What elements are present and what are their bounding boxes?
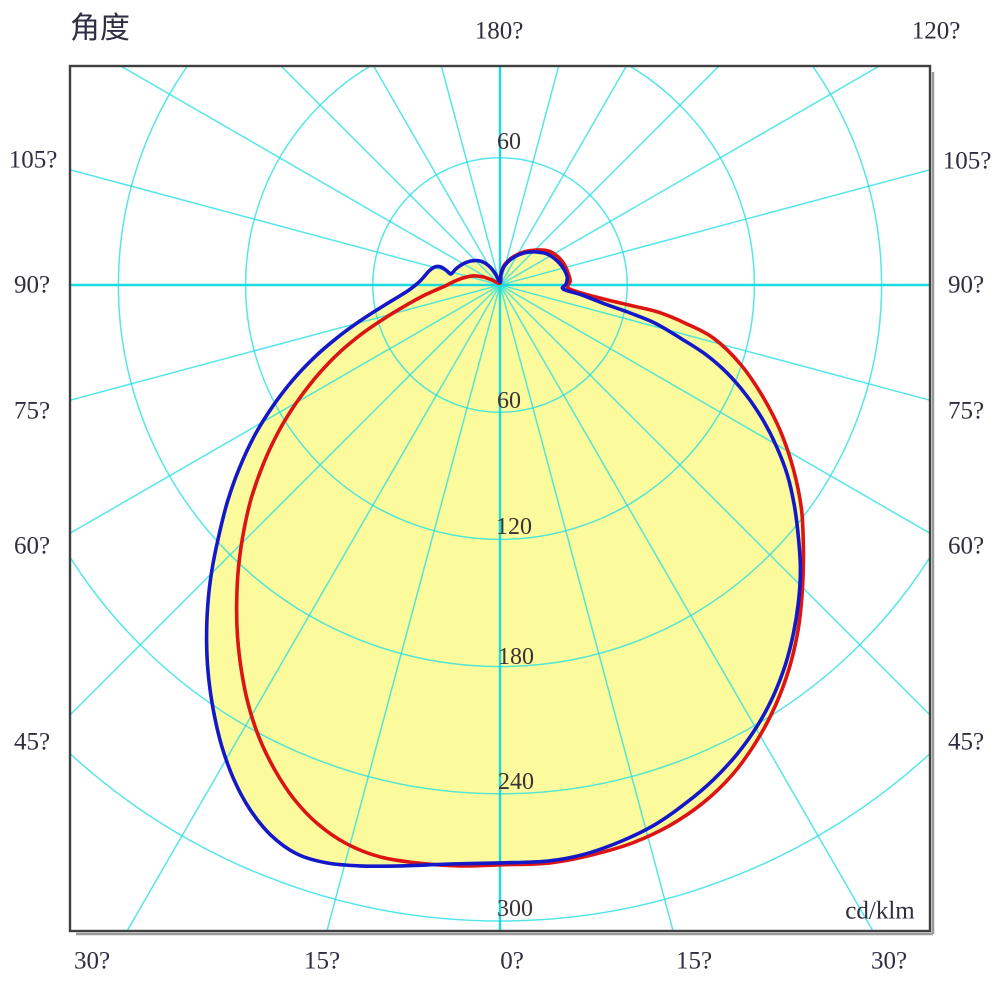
curve-red-c0-c180 xyxy=(234,248,806,868)
radial-tick-240: 240 xyxy=(498,769,534,795)
grid-ray-345 xyxy=(326,284,501,931)
grid-ray-210 xyxy=(372,66,501,286)
angle-label-left-105: 105? xyxy=(8,146,58,174)
angle-label-bottom-30L: 30? xyxy=(73,947,111,975)
unit-label: cd/klm xyxy=(845,897,915,925)
angle-label-bottom-30R: 30? xyxy=(870,947,908,975)
beam-fill xyxy=(206,249,804,867)
grid-ray-75 xyxy=(499,284,930,401)
grid-ray-315 xyxy=(70,284,501,717)
grid-ray-120 xyxy=(499,66,881,286)
curve-blue-c90-c270 xyxy=(204,250,803,868)
grid-ray-255 xyxy=(70,169,501,286)
angle-label-left-75: 75? xyxy=(13,397,51,425)
grid-ray-135 xyxy=(499,66,721,286)
radial-tick-180: 180 xyxy=(498,644,534,670)
angle-label-left-60: 60? xyxy=(13,532,51,560)
radial-tick-120: 120 xyxy=(496,514,532,540)
angle-label-left-45: 45? xyxy=(13,728,51,756)
plot-border xyxy=(68,64,935,936)
angle-label-right-105: 105? xyxy=(942,147,992,175)
angle-label-bottom-15R: 15? xyxy=(675,947,713,975)
grid-ray-45 xyxy=(499,284,930,717)
grid-ray-15 xyxy=(499,284,674,931)
angle-label-bottom-15L: 15? xyxy=(303,947,341,975)
angle-label-right-90: 90? xyxy=(947,271,985,299)
grid-ray-330 xyxy=(126,284,501,931)
angle-label-left-90: 90? xyxy=(13,271,51,299)
border-rect xyxy=(68,64,932,933)
grid-ray-105 xyxy=(499,169,930,286)
angle-label-bottom-0: 0? xyxy=(500,947,524,975)
grid-ray-60 xyxy=(499,284,930,535)
angle-label-top-180: 180? xyxy=(474,17,524,45)
grid-ray-285 xyxy=(70,284,501,401)
grid-ray-240 xyxy=(119,66,501,286)
radial-tick-60-upper: 60 xyxy=(497,129,521,155)
intensity-curves xyxy=(204,248,806,868)
grid-ray-30 xyxy=(499,284,874,931)
angle-label-right-75: 75? xyxy=(947,397,985,425)
grid-ray-195 xyxy=(440,66,501,286)
angle-label-right-60: 60? xyxy=(947,532,985,560)
grid-ray-300 xyxy=(70,284,501,535)
angle-label-right-45: 45? xyxy=(947,728,985,756)
radial-tick-60: 60 xyxy=(497,388,521,414)
grid-ray-150 xyxy=(499,66,628,286)
angle-label-top-120: 120? xyxy=(911,17,961,45)
radial-tick-300: 300 xyxy=(497,896,533,922)
angle-axis-title: 角度 xyxy=(70,12,130,45)
grid-ray-225 xyxy=(279,66,501,286)
grid-ray-165 xyxy=(499,66,560,286)
